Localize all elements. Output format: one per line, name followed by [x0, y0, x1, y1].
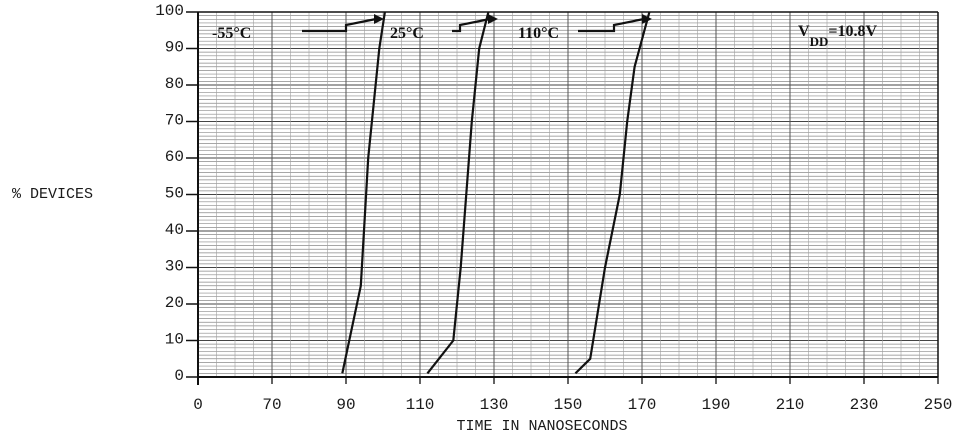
x-tick-label: 0: [193, 396, 203, 414]
y-tick-label: 50: [165, 185, 184, 203]
y-tick-label: 60: [165, 148, 184, 166]
y-tick-label: 0: [174, 367, 184, 385]
series-arrow: [302, 17, 377, 33]
x-tick-label: 230: [850, 396, 879, 414]
x-tick-label: 70: [262, 396, 281, 414]
x-tick-label: 250: [924, 396, 953, 414]
series-arrowhead: [488, 14, 498, 24]
series-lines: [341, 11, 651, 375]
series-arrow: [578, 17, 645, 33]
y-tick-label: 20: [165, 294, 184, 312]
x-tick-label: 190: [702, 396, 731, 414]
vdd-annotation-sub: DD: [810, 34, 829, 49]
x-tick-label: 130: [480, 396, 509, 414]
y-tick-label: 70: [165, 112, 184, 130]
x-tick-label: 110: [406, 396, 435, 414]
y-tick-label: 10: [165, 331, 184, 349]
axis-ticks: 0 10 20 30 40 50 60 70 80 90 100 0 70 90 110 130 150 170 1…: [155, 2, 952, 414]
series-label: 25°C: [390, 25, 424, 42]
series-label: 110°C: [518, 25, 559, 42]
x-axis-label: TIME IN NANOSECONDS: [456, 418, 627, 435]
chart-grid: [198, 12, 938, 377]
vdd-annotation-value: =10.8V: [828, 23, 877, 40]
y-tick-label: 90: [165, 39, 184, 57]
vdd-annotation-main: V: [798, 23, 810, 40]
x-tick-label: 210: [776, 396, 805, 414]
vdd-annotation: VDD=10.8V: [798, 23, 877, 49]
y-axis-label: % DEVICES: [12, 186, 93, 203]
series-line: [574, 11, 651, 375]
x-tick-label: 150: [554, 396, 583, 414]
annotations: -55°C 25°C 110°C: [212, 14, 652, 42]
series-arrowhead: [642, 14, 652, 24]
y-tick-label: 40: [165, 221, 184, 239]
series-arrowhead: [374, 14, 384, 24]
series-label: -55°C: [212, 25, 251, 42]
y-tick-label: 100: [155, 2, 184, 20]
series-arrow: [452, 17, 491, 33]
series-line: [426, 11, 490, 375]
y-tick-label: 30: [165, 258, 184, 276]
y-tick-label: 80: [165, 75, 184, 93]
x-tick-label: 90: [336, 396, 355, 414]
x-tick-label: 170: [628, 396, 657, 414]
series-line: [341, 11, 386, 374]
